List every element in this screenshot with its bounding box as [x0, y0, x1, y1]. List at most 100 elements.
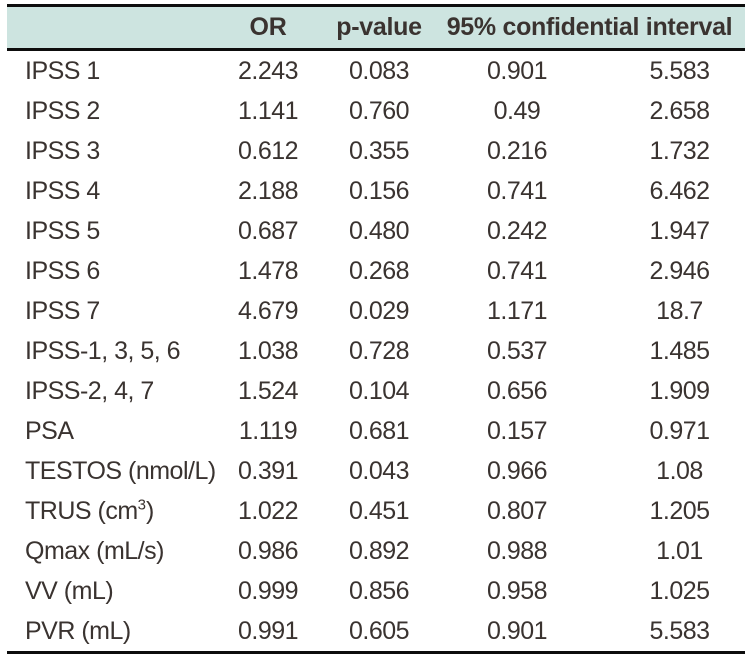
table-row: IPSS 4 2.188 0.156 0.741 6.462 — [7, 171, 745, 211]
row-label-text: Qmax (mL/s) — [25, 537, 164, 565]
ci-lower-value: 0.988 — [486, 537, 548, 565]
p-value: 0.856 — [348, 577, 410, 605]
table-row: TRUS (cm3) 1.022 0.451 0.807 1.205 — [7, 491, 745, 531]
row-label-text: IPSS-1, 3, 5, 6 — [25, 337, 181, 365]
row-label-text: IPSS 5 — [25, 217, 100, 245]
header-p-value: p-value — [324, 5, 434, 51]
row-label-text: PVR (mL) — [25, 617, 131, 645]
p-value: 0.681 — [348, 417, 410, 445]
ci-upper-value: 1.025 — [649, 577, 710, 605]
ci-lower-value: 0.537 — [486, 337, 548, 365]
or-value: 1.524 — [237, 377, 299, 405]
p-value: 0.451 — [348, 497, 410, 525]
ci-upper-value: 2.946 — [649, 257, 710, 285]
ci-upper-value: 1.485 — [649, 337, 710, 365]
or-value: 0.391 — [237, 457, 299, 485]
ci-lower-value: 0.901 — [486, 617, 548, 645]
row-label: Qmax (mL/s) — [7, 531, 212, 571]
table-row: IPSS 5 0.687 0.480 0.242 1.947 — [7, 211, 745, 251]
or-value: 0.999 — [237, 577, 299, 605]
ci-upper-value: 2.658 — [649, 97, 710, 125]
p-value: 0.355 — [348, 137, 410, 165]
p-value: 0.605 — [348, 617, 410, 645]
ci-upper-value: 1.08 — [656, 457, 703, 485]
row-label: IPSS-1, 3, 5, 6 — [7, 331, 212, 371]
table-row: IPSS 7 4.679 0.029 1.171 18.7 — [7, 291, 745, 331]
row-label: IPSS 3 — [7, 131, 212, 171]
row-label: TESTOS (nmol/L) — [7, 451, 216, 491]
table-row: IPSS 6 1.478 0.268 0.741 2.946 — [7, 251, 745, 291]
table-row: Qmax (mL/s) 0.986 0.892 0.988 1.01 — [7, 531, 745, 571]
or-value: 4.679 — [237, 297, 299, 325]
p-value: 0.268 — [348, 257, 410, 285]
table-row: PSA 1.119 0.681 0.157 0.971 — [7, 411, 745, 451]
table-row: IPSS-1, 3, 5, 6 1.038 0.728 0.537 1.485 — [7, 331, 745, 371]
row-label: IPSS 4 — [7, 171, 212, 211]
p-value: 0.892 — [348, 537, 410, 565]
row-label: VV (mL) — [7, 571, 212, 611]
header-confidence-interval: 95% confidential interval — [434, 5, 746, 51]
or-value: 0.986 — [237, 537, 299, 565]
row-label: IPSS 7 — [7, 291, 212, 331]
row-label: TRUS (cm3) — [7, 491, 212, 531]
or-value: 2.188 — [237, 177, 299, 205]
row-label-text: VV (mL) — [25, 577, 114, 605]
row-label-text: IPSS 4 — [25, 177, 100, 205]
row-label-text: TESTOS (nmol/L) — [25, 457, 216, 485]
table-row: IPSS 1 2.243 0.083 0.901 5.583 — [7, 50, 745, 92]
or-value: 2.243 — [237, 57, 299, 85]
ci-upper-value: 1.909 — [649, 377, 710, 405]
row-label-text: IPSS 6 — [25, 257, 100, 285]
table-row: PVR (mL) 0.991 0.605 0.901 5.583 — [7, 611, 745, 653]
row-label: IPSS 5 — [7, 211, 212, 251]
row-label-superscript: 3 — [137, 496, 146, 514]
or-value: 1.022 — [237, 497, 299, 525]
or-value: 1.478 — [237, 257, 299, 285]
row-label-suffix: ) — [146, 497, 154, 525]
ci-upper-value: 5.583 — [649, 617, 710, 645]
ci-lower-value: 0.807 — [486, 497, 548, 525]
or-value: 1.119 — [238, 417, 298, 445]
row-label: IPSS-2, 4, 7 — [7, 371, 212, 411]
p-value: 0.156 — [348, 177, 410, 205]
ci-lower-value: 0.966 — [486, 457, 548, 485]
ci-upper-value: 1.205 — [649, 497, 710, 525]
row-label: IPSS 6 — [7, 251, 212, 291]
row-label-text: IPSS 7 — [25, 297, 100, 325]
ci-lower-value: 0.741 — [486, 257, 548, 285]
row-label: IPSS 2 — [7, 91, 212, 131]
row-label-text: IPSS 1 — [25, 57, 100, 85]
row-label: PSA — [7, 411, 212, 451]
header-row: OR p-value 95% confidential interval — [7, 5, 746, 51]
ci-upper-value: 1.01 — [656, 537, 703, 565]
ci-upper-value: 1.947 — [649, 217, 710, 245]
ci-lower-value: 1.171 — [486, 297, 548, 325]
ci-lower-value: 0.656 — [486, 377, 548, 405]
ci-lower-value: 0.741 — [486, 177, 548, 205]
row-label-text: IPSS 3 — [25, 137, 100, 165]
table-row: IPSS 3 0.612 0.355 0.216 1.732 — [7, 131, 745, 171]
ci-upper-value: 6.462 — [649, 177, 710, 205]
p-value: 0.480 — [348, 217, 410, 245]
row-label-text: IPSS 2 — [25, 97, 100, 125]
row-label-text: PSA — [25, 417, 74, 445]
p-value: 0.760 — [348, 97, 410, 125]
or-value: 1.038 — [237, 337, 299, 365]
ci-lower-value: 0.242 — [486, 217, 548, 245]
row-label-text: IPSS-2, 4, 7 — [25, 377, 154, 405]
ci-upper-value: 0.971 — [649, 417, 710, 445]
p-value: 0.728 — [348, 337, 410, 365]
regression-results-table: OR p-value 95% confidential interval IPS… — [7, 4, 746, 654]
row-label-text: TRUS (cm — [25, 497, 138, 525]
table-row: VV (mL) 0.999 0.856 0.958 1.025 — [7, 571, 745, 611]
header-or: OR — [212, 5, 324, 51]
p-value: 0.043 — [348, 457, 410, 485]
table-row: IPSS-2, 4, 7 1.524 0.104 0.656 1.909 — [7, 371, 745, 411]
or-value: 0.991 — [237, 617, 299, 645]
ci-upper-value: 5.583 — [649, 57, 710, 85]
or-value: 0.612 — [237, 137, 299, 165]
ci-lower-value: 0.157 — [486, 417, 548, 445]
header-variable-cell — [7, 5, 212, 51]
row-label: PVR (mL) — [7, 611, 212, 653]
